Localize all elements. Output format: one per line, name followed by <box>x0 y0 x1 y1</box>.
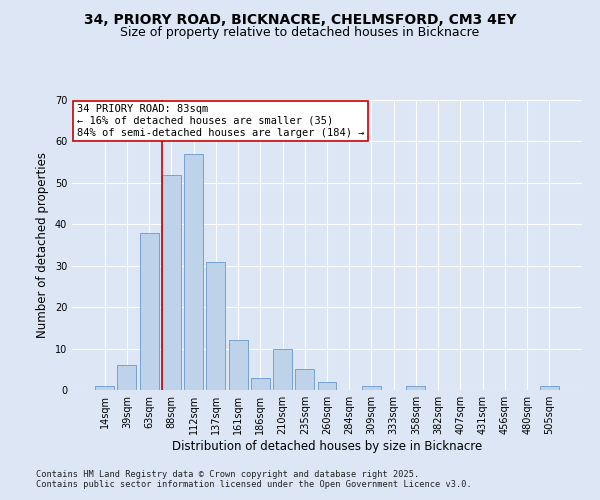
Text: Size of property relative to detached houses in Bicknacre: Size of property relative to detached ho… <box>121 26 479 39</box>
Y-axis label: Number of detached properties: Number of detached properties <box>36 152 49 338</box>
Bar <box>118 365 136 390</box>
Bar <box>95 386 114 390</box>
Text: 34, PRIORY ROAD, BICKNACRE, CHELMSFORD, CM3 4EY: 34, PRIORY ROAD, BICKNACRE, CHELMSFORD, … <box>84 12 516 26</box>
X-axis label: Distribution of detached houses by size in Bicknacre: Distribution of detached houses by size … <box>172 440 482 453</box>
Bar <box>206 262 225 390</box>
Bar <box>251 378 270 390</box>
Bar <box>229 340 248 390</box>
Bar <box>362 386 381 390</box>
Bar <box>184 154 203 390</box>
Bar <box>162 174 181 390</box>
Bar <box>406 386 425 390</box>
Bar <box>273 348 292 390</box>
Bar <box>295 370 314 390</box>
Text: Contains HM Land Registry data © Crown copyright and database right 2025.: Contains HM Land Registry data © Crown c… <box>36 470 419 479</box>
Bar <box>140 232 158 390</box>
Bar <box>540 386 559 390</box>
Bar <box>317 382 337 390</box>
Text: Contains public sector information licensed under the Open Government Licence v3: Contains public sector information licen… <box>36 480 472 489</box>
Text: 34 PRIORY ROAD: 83sqm
← 16% of detached houses are smaller (35)
84% of semi-deta: 34 PRIORY ROAD: 83sqm ← 16% of detached … <box>77 104 365 138</box>
